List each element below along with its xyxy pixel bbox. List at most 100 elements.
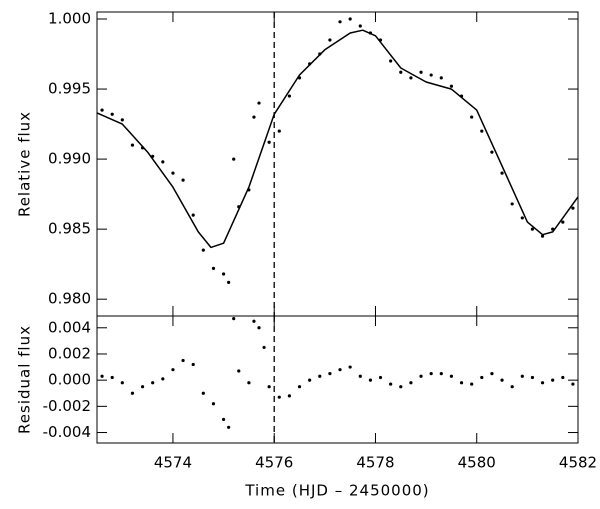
y-tick-label: 0.990	[48, 150, 91, 168]
y-tick-label: 0.985	[48, 220, 91, 238]
data-point	[252, 319, 256, 323]
y-tick-label: -0.002	[43, 397, 91, 415]
data-point	[287, 394, 291, 398]
data-point	[571, 382, 575, 386]
x-tick-label: 4574	[154, 454, 192, 472]
data-point	[439, 76, 443, 80]
y-tick-label: 0.002	[48, 344, 91, 362]
y-tick-label: 0.995	[48, 80, 91, 98]
data-point	[439, 372, 443, 376]
data-point	[530, 375, 535, 380]
data-point	[100, 108, 104, 112]
data-point	[247, 381, 251, 385]
data-point	[277, 395, 281, 399]
data-point	[399, 70, 403, 74]
data-point	[348, 365, 352, 369]
data-point	[449, 374, 454, 378]
data-point	[318, 374, 322, 378]
data-point	[490, 372, 494, 376]
y-tick-label: -0.004	[43, 423, 91, 441]
data-point	[389, 59, 393, 63]
data-point	[500, 171, 504, 175]
data-point	[540, 381, 545, 385]
data-point	[227, 280, 231, 284]
data-point	[161, 160, 165, 164]
data-point	[540, 234, 545, 238]
data-point	[328, 38, 332, 42]
data-point	[510, 202, 514, 206]
data-point	[480, 129, 484, 133]
y-axis-label: Residual flux	[16, 325, 34, 434]
data-point	[520, 216, 524, 220]
data-point	[120, 381, 124, 385]
data-point	[140, 385, 145, 389]
data-point	[252, 115, 256, 119]
data-point	[419, 70, 423, 74]
data-point	[171, 368, 175, 372]
data-point	[151, 381, 155, 385]
data-point	[211, 402, 216, 406]
data-point	[130, 143, 135, 147]
data-point	[500, 378, 504, 382]
data-point	[389, 382, 393, 386]
data-point	[181, 178, 185, 182]
data-point	[378, 375, 383, 380]
y-tick-label: 1.000	[48, 10, 91, 28]
data-point	[429, 73, 433, 77]
x-tick-label: 4582	[559, 454, 597, 472]
data-point	[267, 140, 271, 144]
data-point	[449, 84, 454, 88]
data-point	[510, 385, 514, 389]
data-point	[338, 20, 342, 24]
data-point	[267, 385, 271, 389]
data-point	[211, 266, 216, 270]
data-point	[221, 417, 226, 422]
data-point	[120, 118, 124, 122]
plot-frame	[96, 315, 579, 444]
y-tick-label: 0.004	[48, 318, 91, 336]
data-point	[358, 24, 362, 28]
plot-frame	[96, 11, 579, 317]
y-axis-label: Relative flux	[16, 111, 34, 217]
data-point	[201, 248, 205, 252]
data-point	[227, 425, 231, 429]
data-point	[338, 368, 342, 372]
data-point	[110, 112, 114, 116]
x-tick-label: 4576	[255, 454, 293, 472]
y-tick-label: 0.000	[48, 371, 91, 389]
data-point	[459, 381, 464, 385]
data-point	[409, 76, 413, 80]
data-point	[191, 362, 195, 367]
x-tick-label: 4578	[356, 454, 394, 472]
data-point	[308, 378, 312, 382]
data-point	[110, 375, 114, 380]
data-point	[368, 378, 373, 382]
data-point	[348, 17, 352, 21]
data-point	[262, 345, 266, 350]
data-point	[551, 378, 555, 382]
x-tick-label: 4580	[458, 454, 496, 472]
data-point	[232, 157, 236, 161]
data-point	[419, 374, 423, 378]
data-point	[171, 171, 175, 175]
data-point	[257, 101, 261, 105]
data-point	[429, 372, 433, 376]
data-point	[561, 375, 565, 380]
data-point	[409, 381, 413, 385]
data-point	[287, 94, 291, 98]
data-point	[161, 377, 165, 381]
data-point	[297, 385, 302, 389]
x-axis-label: Time (HJD – 2450000)	[244, 482, 429, 500]
data-point	[470, 115, 474, 119]
data-point	[571, 206, 575, 210]
data-point	[257, 326, 261, 330]
data-point	[221, 272, 226, 276]
data-point	[191, 213, 195, 217]
data-point	[530, 227, 535, 231]
data-point	[130, 391, 135, 395]
data-point	[100, 374, 104, 378]
data-point	[277, 129, 281, 133]
data-point	[480, 375, 484, 380]
data-point	[328, 372, 332, 376]
